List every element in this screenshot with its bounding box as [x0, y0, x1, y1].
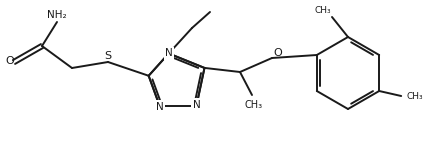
Text: CH₃: CH₃: [407, 91, 424, 101]
Text: N: N: [165, 49, 172, 59]
Text: NH₂: NH₂: [47, 10, 67, 20]
Text: N: N: [193, 100, 200, 110]
Text: S: S: [104, 51, 111, 61]
Text: N: N: [156, 102, 163, 112]
Text: CH₃: CH₃: [315, 5, 331, 15]
Text: N: N: [167, 52, 175, 62]
Text: CH₃: CH₃: [245, 100, 263, 110]
Text: O: O: [6, 56, 14, 66]
Text: O: O: [273, 48, 283, 58]
